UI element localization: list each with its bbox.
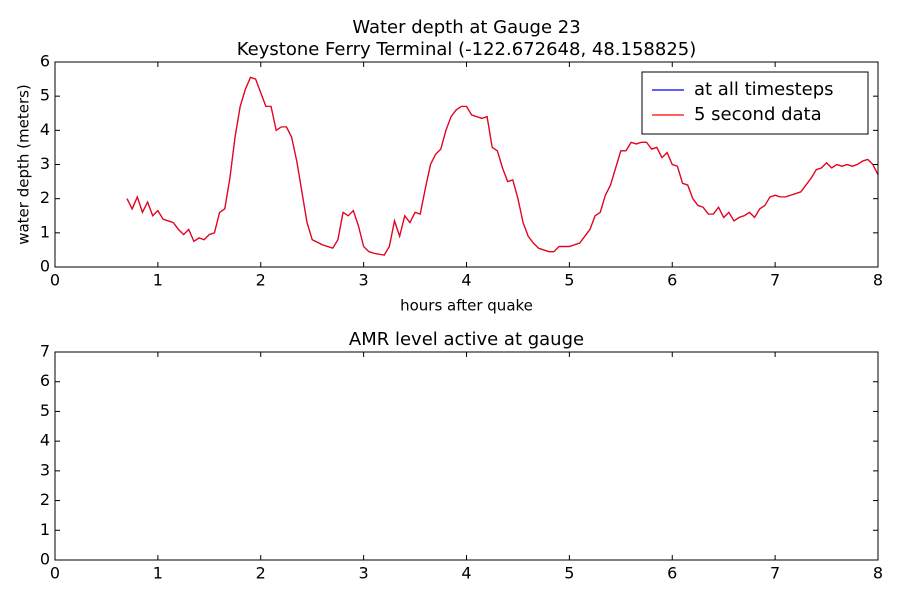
x-tick-label: 2 [256, 271, 266, 290]
x-tick-label: 6 [667, 564, 677, 583]
y-tick-label: 5 [40, 86, 50, 105]
y-tick-label: 0 [40, 257, 50, 276]
x-tick-label: 6 [667, 271, 677, 290]
data-line [126, 76, 879, 256]
y-tick-label: 4 [40, 431, 50, 450]
x-tick-label: 1 [153, 271, 163, 290]
x-tick-label: 3 [359, 271, 369, 290]
y-tick-label: 7 [40, 342, 50, 361]
x-tick-label: 8 [873, 564, 883, 583]
y-tick-label: 2 [40, 188, 50, 207]
y-axis-label: water depth (meters) [15, 84, 33, 245]
x-tick-label: 3 [359, 564, 369, 583]
x-tick-label: 1 [153, 564, 163, 583]
x-tick-label: 0 [50, 564, 60, 583]
chart-title: Keystone Ferry Terminal (-122.672648, 48… [237, 39, 697, 60]
x-tick-label: 4 [461, 271, 471, 290]
x-tick-label: 7 [770, 271, 780, 290]
x-axis-label: hours after quake [400, 297, 533, 315]
x-tick-label: 4 [461, 564, 471, 583]
y-tick-label: 2 [40, 490, 50, 509]
x-tick-label: 5 [564, 271, 574, 290]
plot-frame [54, 351, 879, 561]
y-tick-label: 6 [40, 371, 50, 390]
x-tick-label: 5 [564, 564, 574, 583]
y-tick-label: 6 [40, 52, 50, 71]
chart-title: AMR level active at gauge [349, 329, 584, 350]
x-tick-label: 8 [873, 271, 883, 290]
y-tick-label: 1 [40, 520, 50, 539]
y-tick-label: 3 [40, 154, 50, 173]
chart-title: Water depth at Gauge 23 [352, 17, 580, 38]
x-tick-label: 2 [256, 564, 266, 583]
y-tick-label: 1 [40, 222, 50, 241]
legend-label: 5 second data [694, 104, 822, 125]
legend-box [641, 71, 869, 135]
y-tick-label: 4 [40, 120, 50, 139]
y-tick-label: 5 [40, 401, 50, 420]
x-tick-label: 0 [50, 271, 60, 290]
y-tick-label: 0 [40, 550, 50, 569]
x-tick-label: 7 [770, 564, 780, 583]
legend-label: at all timesteps [694, 79, 834, 100]
y-tick-label: 3 [40, 460, 50, 479]
